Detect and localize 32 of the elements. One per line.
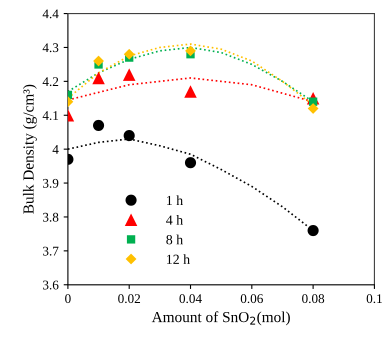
- y-tick-label: 4: [52, 145, 59, 154]
- x-axis-title: Amount of SnO$_{2}$(mol): [152, 311, 290, 326]
- point: [124, 130, 135, 142]
- x-tick-label: 0: [65, 294, 71, 304]
- legend-label: 4 h: [166, 214, 183, 225]
- y-axis-title: Bulk Density (g/cm³): [22, 84, 37, 214]
- y-tick-label: 3.6: [43, 280, 58, 290]
- x-tick-label: 0.04: [179, 294, 202, 304]
- y-tick-label: 4.1: [42, 111, 58, 120]
- point: [184, 85, 197, 98]
- y-tick-label: 4.3: [42, 43, 58, 52]
- point: [92, 120, 104, 131]
- point: [184, 157, 196, 168]
- x-tick-label: 0.06: [240, 294, 263, 304]
- point: [124, 48, 135, 60]
- point: [308, 224, 319, 236]
- point: [92, 72, 105, 84]
- x-tick-label: 0.02: [118, 294, 140, 304]
- point: [93, 56, 104, 66]
- x-tick-label: 0.08: [302, 294, 324, 304]
- legend-label: 12 h: [167, 254, 190, 264]
- x-tick-label: 0.1: [366, 294, 382, 304]
- y-tick-label: 4.2: [42, 77, 58, 86]
- legend-label: 8 h: [166, 234, 183, 244]
- y-tick-label: 3.8: [43, 212, 58, 222]
- point: [122, 68, 136, 81]
- point: [185, 45, 196, 56]
- y-tick-label: 4.4: [42, 9, 59, 18]
- legend-label: 1 h: [167, 195, 183, 206]
- y-tick-label: 3.9: [43, 178, 58, 188]
- y-tick-label: 3.7: [43, 246, 58, 256]
- point: [308, 103, 319, 114]
